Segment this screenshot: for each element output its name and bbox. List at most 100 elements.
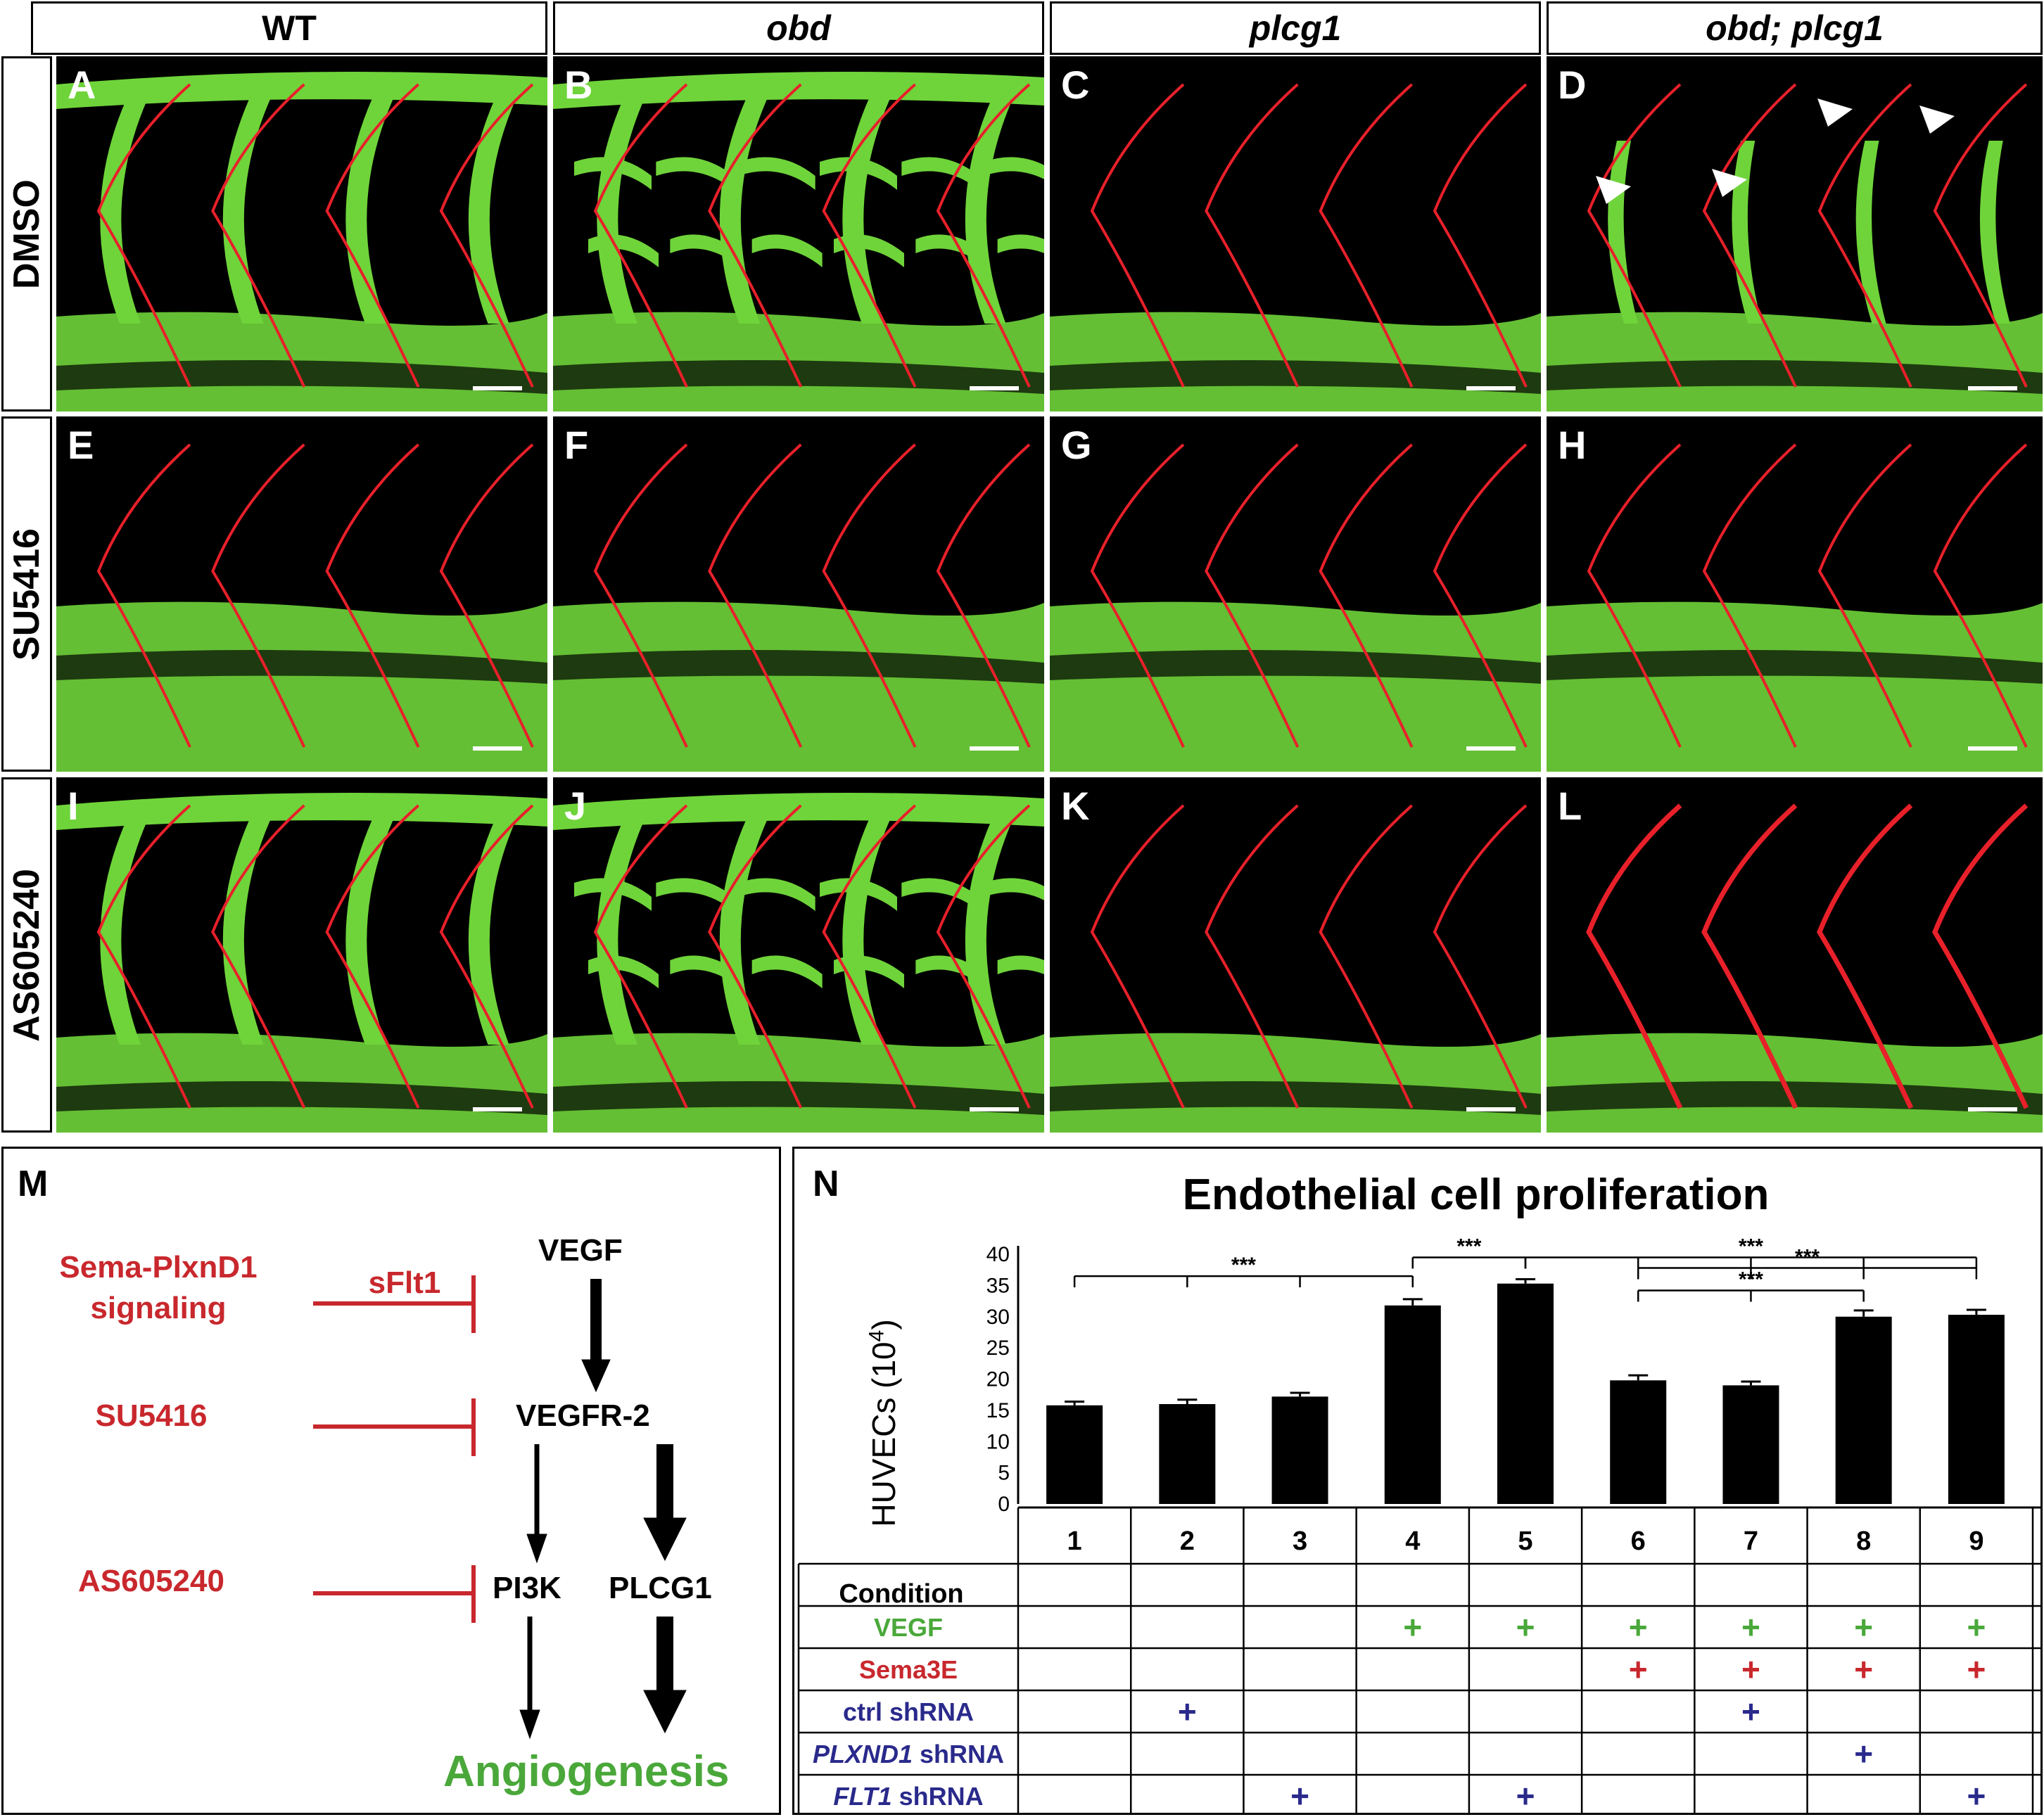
category-label: 5 bbox=[1518, 1526, 1532, 1556]
bar bbox=[1948, 1315, 2005, 1504]
condition-plus-mark: + bbox=[1741, 1693, 1760, 1730]
panel-letter: L bbox=[1558, 784, 1582, 828]
condition-plus-mark: + bbox=[1290, 1778, 1309, 1814]
condition-plus-mark: + bbox=[1967, 1778, 1986, 1814]
panel-letter: F bbox=[564, 423, 589, 467]
pathway-arrows bbox=[313, 1275, 687, 1740]
node-angiogenesis: Angiogenesis bbox=[443, 1747, 730, 1796]
row-label-su5416: SU5416 bbox=[1, 416, 52, 772]
micrograph-panel: G bbox=[1050, 416, 1541, 772]
inhibitor-su5416: SU5416 bbox=[95, 1398, 208, 1433]
inhibitor-sema-plxnd1: Sema-PlxnD1 signaling bbox=[59, 1250, 258, 1325]
scale-bar bbox=[1466, 386, 1516, 390]
micrograph-panel: F bbox=[553, 416, 1044, 772]
condition-plus-mark: + bbox=[1967, 1651, 1986, 1688]
condition-plus-mark: + bbox=[1516, 1778, 1535, 1814]
micrograph-panel: K bbox=[1050, 777, 1541, 1133]
arrowhead-marker bbox=[1919, 106, 1955, 134]
y-tick-label: 40 bbox=[986, 1243, 1010, 1266]
bar bbox=[1610, 1380, 1667, 1504]
column-header-obd-plcg1: obd; plcg1 bbox=[1547, 1, 2043, 55]
micrograph-panel: L bbox=[1547, 777, 2043, 1133]
panel-m-diagram: M Sema-PlxnD1 signaling sFlt1 SU5416 AS6… bbox=[1, 1147, 781, 1815]
scale-bar bbox=[1968, 746, 2017, 751]
panel-letter: J bbox=[564, 784, 587, 828]
condition-plus-mark: + bbox=[1967, 1609, 1986, 1645]
panel-letter: B bbox=[564, 63, 593, 107]
y-tick-label: 15 bbox=[986, 1399, 1010, 1422]
panel-n-letter: N bbox=[813, 1163, 839, 1204]
panel-letter: G bbox=[1061, 423, 1092, 467]
y-tick-label: 35 bbox=[986, 1274, 1010, 1297]
column-header-wt: WT bbox=[31, 1, 547, 55]
category-label: 1 bbox=[1067, 1526, 1082, 1556]
condition-plus-mark: + bbox=[1741, 1651, 1760, 1688]
micrograph-panel: J bbox=[553, 777, 1044, 1133]
category-label: 4 bbox=[1405, 1526, 1420, 1556]
node-vegf: VEGF bbox=[538, 1233, 623, 1268]
y-tick-label: 25 bbox=[986, 1337, 1010, 1360]
scale-bar bbox=[970, 746, 1019, 751]
scale-bar bbox=[970, 386, 1019, 390]
micrograph-panel: B bbox=[553, 56, 1044, 412]
significance-label: *** bbox=[1795, 1246, 1820, 1269]
category-label: 9 bbox=[1969, 1526, 1983, 1556]
bar bbox=[1497, 1283, 1554, 1504]
category-label: 2 bbox=[1180, 1526, 1195, 1556]
scale-bar bbox=[1466, 746, 1516, 751]
category-label: 3 bbox=[1293, 1526, 1307, 1556]
scale-bar bbox=[1968, 386, 2017, 390]
column-header-plcg1: plcg1 bbox=[1050, 1, 1541, 55]
panel-letter: C bbox=[1061, 63, 1090, 107]
significance-label: *** bbox=[1456, 1235, 1481, 1258]
bar bbox=[1384, 1305, 1441, 1504]
arrowhead-marker bbox=[1712, 169, 1747, 197]
condition-plus-mark: + bbox=[1854, 1609, 1873, 1645]
scale-bar bbox=[473, 386, 522, 390]
panel-m-letter: M bbox=[18, 1163, 49, 1204]
condition-plus-mark: + bbox=[1629, 1651, 1648, 1688]
bar-chart: 0 5 10 15 20 25 30 35 40 *** *** *** *** *** 1 2 3 4 5 6 7 8 9… bbox=[797, 1235, 2043, 1814]
condition-row-label: VEGF bbox=[874, 1613, 943, 1642]
panel-letter: I bbox=[68, 784, 79, 828]
bar bbox=[1722, 1385, 1779, 1504]
y-tick-label: 30 bbox=[986, 1306, 1010, 1329]
condition-row-label: PLXND1 shRNA bbox=[813, 1740, 1004, 1768]
micrograph-panel: D bbox=[1547, 56, 2043, 412]
condition-plus-mark: + bbox=[1178, 1693, 1197, 1730]
micrograph-panel: I bbox=[56, 777, 547, 1133]
y-tick-label: 5 bbox=[998, 1462, 1010, 1485]
arrowhead-marker bbox=[1596, 176, 1631, 204]
panel-letter: K bbox=[1061, 784, 1090, 828]
condition-row-label: Sema3E bbox=[859, 1655, 958, 1684]
inhibitor-sflt1: sFlt1 bbox=[368, 1265, 441, 1300]
arrowhead-marker bbox=[1817, 98, 1853, 127]
condition-row-label: ctrl shRNA bbox=[843, 1697, 974, 1726]
condition-plus-mark: + bbox=[1741, 1609, 1760, 1645]
panel-letter: A bbox=[68, 63, 96, 107]
condition-plus-mark: + bbox=[1516, 1609, 1535, 1645]
panel-letter: D bbox=[1558, 63, 1587, 107]
bar bbox=[1271, 1396, 1328, 1504]
condition-plus-mark: + bbox=[1854, 1735, 1873, 1772]
scale-bar bbox=[473, 746, 522, 751]
node-vegfr2: VEGFR-2 bbox=[516, 1398, 650, 1433]
scale-bar bbox=[1466, 1107, 1516, 1111]
row-label-as605240: AS605240 bbox=[1, 777, 52, 1133]
scale-bar bbox=[473, 1107, 522, 1111]
condition-plus-mark: + bbox=[1854, 1651, 1873, 1688]
category-label: 8 bbox=[1856, 1526, 1871, 1556]
column-header-obd: obd bbox=[553, 1, 1044, 55]
condition-plus-mark: + bbox=[1629, 1609, 1648, 1645]
bar bbox=[1159, 1404, 1216, 1504]
condition-header: Condition bbox=[839, 1579, 963, 1609]
bar bbox=[1835, 1316, 1892, 1504]
scale-bar bbox=[970, 1107, 1019, 1111]
micrograph-panel: E bbox=[56, 416, 547, 772]
bar bbox=[1046, 1405, 1103, 1504]
micrograph-panel: A bbox=[56, 56, 547, 412]
node-pi3k: PI3K bbox=[493, 1571, 561, 1605]
y-tick-label: 10 bbox=[986, 1430, 1010, 1453]
significance-label: *** bbox=[1739, 1235, 1763, 1258]
micrograph-panel: H bbox=[1547, 416, 2043, 772]
